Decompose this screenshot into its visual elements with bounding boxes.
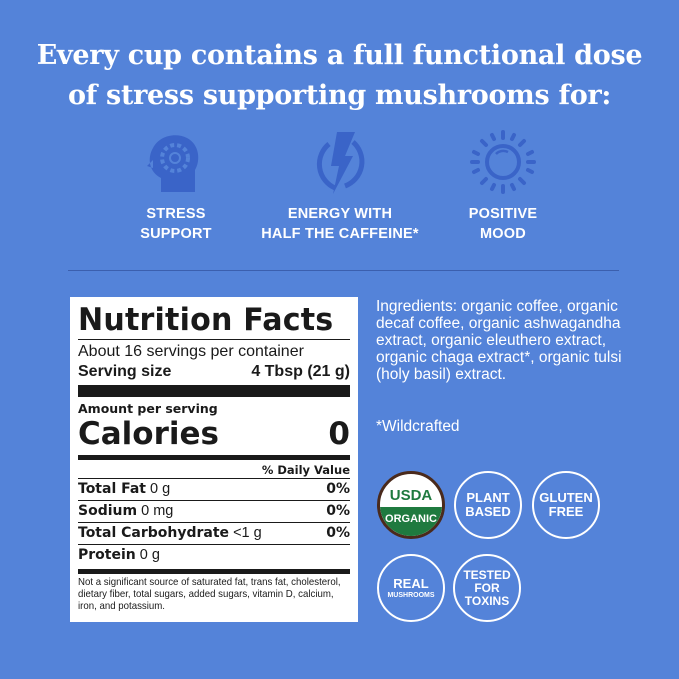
amount-per-serving: Amount per serving xyxy=(78,401,218,416)
badge-line: FREE xyxy=(548,504,584,519)
benefit-positive-mood: POSITIVE MOOD xyxy=(403,130,603,244)
head-gear-icon xyxy=(147,135,199,192)
nutrient-amount: 0 g xyxy=(150,481,171,497)
wildcrafted-note: *Wildcrafted xyxy=(376,418,460,435)
nutrient-name: Protein xyxy=(78,547,136,563)
nutrient-row: Sodium 0 mg 0% xyxy=(78,501,350,523)
serving-size-row: Serving size 4 Tbsp (21 g) xyxy=(78,362,350,382)
benefit-label-1: POSITIVE xyxy=(468,206,538,222)
headline-line-1: Every cup contains a full functional dos… xyxy=(36,40,643,71)
nutrient-name: Total Fat xyxy=(78,481,147,497)
nutrient-dv: 0% xyxy=(326,525,350,541)
benefit-energy: ENERGY WITH HALF THE CAFFEINE* xyxy=(240,130,440,244)
nutrient-row: Total Fat 0 g 0% xyxy=(78,479,350,501)
calories-row: Calories 0 xyxy=(78,416,350,452)
benefit-label-2: MOOD xyxy=(480,226,526,242)
headline: Every cup contains a full functional dos… xyxy=(0,36,679,116)
nutrient-amount: 0 mg xyxy=(141,503,174,519)
badge-line: GLUTEN xyxy=(539,490,593,505)
badge-line: MUSHROOMS xyxy=(387,591,435,599)
tested-for-toxins-badge: TESTED FOR TOXINS xyxy=(453,554,521,622)
calories-value: 0 xyxy=(328,416,350,452)
nutrient-name: Total Carbohydrate xyxy=(78,525,230,541)
servings-text: About 16 servings per container xyxy=(78,343,304,360)
divider xyxy=(68,270,619,271)
nutrient-amount: 0 g xyxy=(139,547,160,563)
lightning-bolt-icon xyxy=(316,132,365,194)
usda-text: USDA xyxy=(389,487,433,504)
nutrition-footnote: Not a significant source of saturated fa… xyxy=(78,576,341,612)
real-mushrooms-badge: REAL MUSHROOMS xyxy=(377,554,445,622)
badge-line: TESTED xyxy=(463,567,511,582)
nutrient-row: Protein 0 g xyxy=(78,545,350,566)
nutrition-title: Nutrition Facts xyxy=(78,302,334,338)
benefit-label-2: SUPPORT xyxy=(140,226,212,242)
calories-label: Calories xyxy=(78,416,219,452)
badge-line: FOR xyxy=(474,580,500,595)
badge-line: PLANT xyxy=(466,490,510,505)
servings-per-container: About 16 servings per container xyxy=(78,342,350,362)
ingredients-text: Ingredients: organic coffee, organic dec… xyxy=(376,298,622,383)
serving-size-label: Serving size xyxy=(78,363,172,380)
badge-line: BASED xyxy=(465,504,511,519)
benefit-label-2: HALF THE CAFFEINE* xyxy=(261,226,419,242)
benefit-label-1: ENERGY WITH xyxy=(287,206,393,222)
nutrient-amount: <1 g xyxy=(233,525,262,541)
benefit-stress-support: STRESS SUPPORT xyxy=(76,130,276,244)
benefit-label-1: STRESS xyxy=(146,206,206,222)
badge-line: TOXINS xyxy=(464,593,510,608)
serving-size-value: 4 Tbsp (21 g) xyxy=(251,363,350,380)
badge-line: REAL xyxy=(393,575,429,591)
daily-value-header: % Daily Value xyxy=(78,462,350,479)
organic-text: ORGANIC xyxy=(380,507,442,536)
gluten-free-badge: GLUTEN FREE xyxy=(532,471,600,539)
nutrient-row: Total Carbohydrate <1 g 0% xyxy=(78,523,350,545)
plant-based-badge: PLANT BASED xyxy=(454,471,522,539)
headline-line-2: of stress supporting mushrooms for: xyxy=(67,80,612,111)
nutrient-dv: 0% xyxy=(326,503,350,519)
nutrient-name: Sodium xyxy=(78,503,138,519)
nutrition-facts-label: Nutrition Facts About 16 servings per co… xyxy=(70,297,358,622)
sun-icon xyxy=(470,130,536,194)
usda-organic-badge: USDA ORGANIC xyxy=(377,471,445,539)
nutrient-dv: 0% xyxy=(326,481,350,497)
